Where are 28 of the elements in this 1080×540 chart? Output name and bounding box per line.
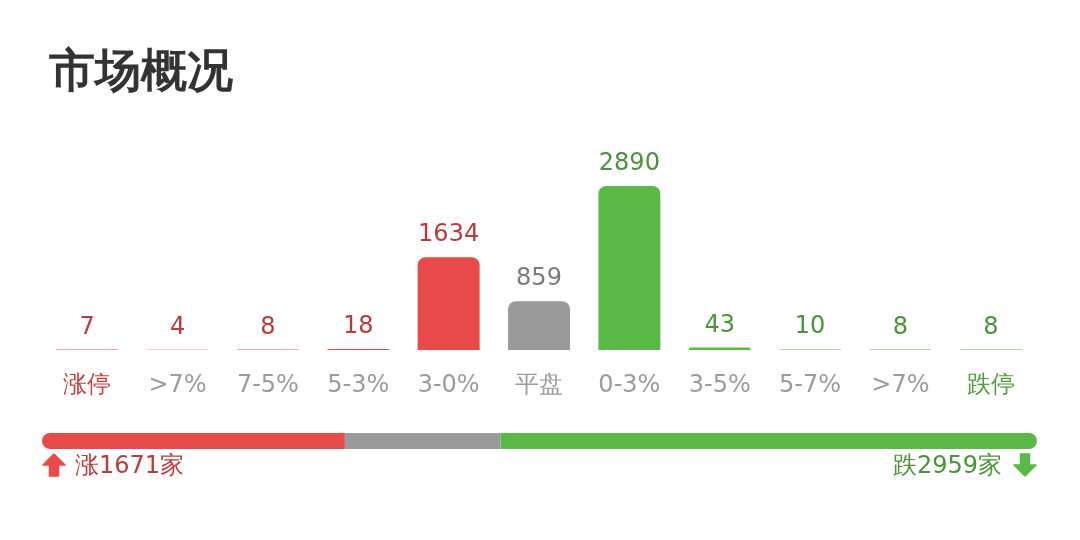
data-label: 7 [79,311,95,340]
data-label: 18 [343,310,374,339]
data-label: 859 [516,263,562,292]
x-tick-label: 5-7% [779,370,842,398]
x-tick-label: 0-3% [598,370,661,398]
data-label: 8 [983,311,999,340]
x-tick-label: >7% [871,370,930,398]
data-label: 43 [704,309,735,338]
bar [508,301,570,350]
bar [598,186,661,350]
data-label: 8 [260,311,276,340]
x-tick-label: 5-3% [327,370,390,398]
bar [417,257,480,350]
x-tick-label: 平盘 [515,370,563,398]
data-label: 跌2959家 [892,451,1002,479]
data-label: 1634 [418,219,480,248]
x-tick-label: 7-5% [236,370,299,398]
data-label: 4 [169,311,186,340]
data-label: 10 [794,311,826,340]
data-label: 涨1671家 [75,451,185,479]
chart-title: 市场概况 [49,43,233,97]
x-tick-label: 涨停 [63,370,112,398]
data-label: 8 [892,311,909,340]
data-label: 2890 [598,148,660,176]
x-tick-label: 3-0% [417,370,480,398]
x-tick-label: 3-5% [688,370,751,398]
x-tick-label: >7% [148,370,207,398]
x-tick-label: 跌停 [966,370,1015,398]
